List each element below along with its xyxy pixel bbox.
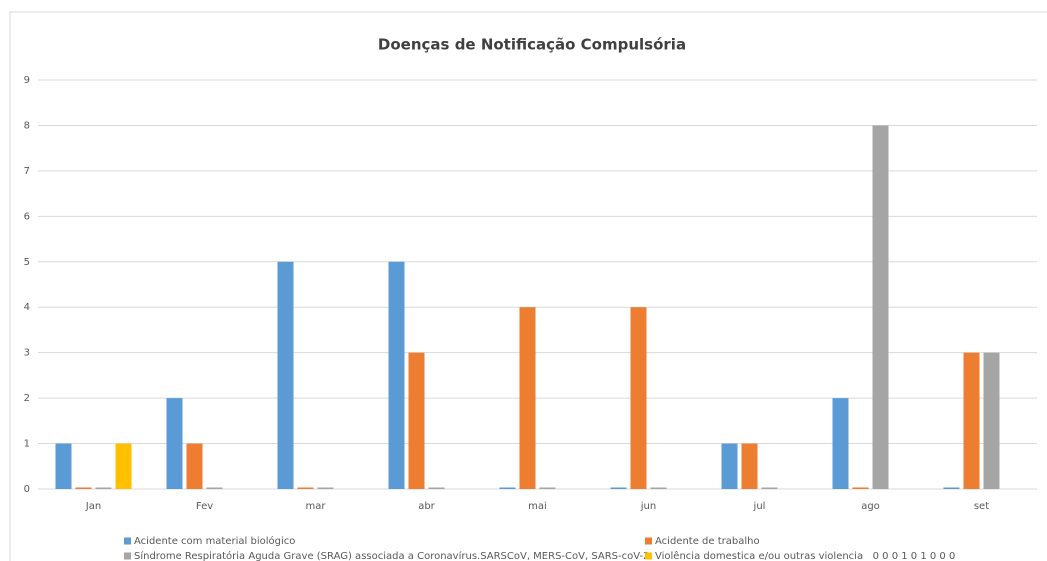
bar (499, 487, 516, 489)
y-tick-label: 3 (24, 348, 30, 359)
bar (75, 487, 92, 489)
bar (206, 487, 223, 489)
bar (983, 352, 1000, 489)
bar (872, 125, 889, 489)
bar (166, 398, 183, 489)
bar (630, 307, 647, 489)
y-tick-label: 7 (24, 166, 30, 177)
bar (115, 443, 132, 489)
x-tick-label: ago (861, 501, 880, 512)
legend-label: Acidente com material biológico (134, 535, 295, 547)
legend-label: Acidente de trabalho (655, 536, 760, 547)
bar (428, 487, 445, 489)
chart-title: Doenças de Notificação Compulsória (378, 36, 686, 54)
x-tick-label: abr (418, 501, 435, 512)
bar (963, 352, 980, 489)
y-tick-label: 8 (24, 120, 30, 131)
x-tick-label: jun (640, 501, 656, 512)
chart-frame (9, 11, 1047, 561)
x-tick-label: set (974, 501, 989, 512)
bar (539, 487, 556, 489)
bar (650, 487, 667, 489)
y-tick-label: 6 (24, 211, 30, 222)
legend-swatch (124, 537, 131, 545)
legend-swatch (645, 552, 652, 560)
bar (610, 487, 627, 489)
x-tick-label: Fev (196, 501, 213, 512)
y-tick-label: 4 (24, 302, 30, 313)
bar (277, 261, 294, 489)
bar (943, 487, 960, 489)
bar (186, 443, 203, 489)
bar (852, 487, 869, 489)
bar (761, 487, 778, 489)
y-tick-label: 1 (24, 439, 30, 450)
x-tick-label: Jan (85, 501, 101, 512)
bar (95, 487, 112, 489)
x-tick-label: mai (528, 501, 547, 512)
x-tick-label: jul (753, 501, 766, 512)
bar (741, 443, 758, 489)
bar (317, 487, 334, 489)
x-tick-label: mar (306, 501, 327, 512)
y-tick-label: 9 (24, 75, 30, 86)
bar (519, 307, 536, 489)
bar (297, 487, 314, 489)
legend-label: Violência domestica e/ou outras violenci… (655, 550, 955, 561)
bar (388, 261, 405, 489)
legend-label: Síndrome Respiratória Aguda Grave (SRAG)… (134, 550, 649, 561)
bar (721, 443, 738, 489)
y-tick-label: 2 (24, 393, 30, 404)
bar (55, 443, 72, 489)
y-tick-label: 5 (24, 257, 30, 268)
legend-swatch (645, 537, 652, 545)
y-tick-label: 0 (24, 484, 30, 495)
bar (408, 352, 425, 489)
legend-swatch (124, 552, 131, 560)
bar (832, 398, 849, 489)
